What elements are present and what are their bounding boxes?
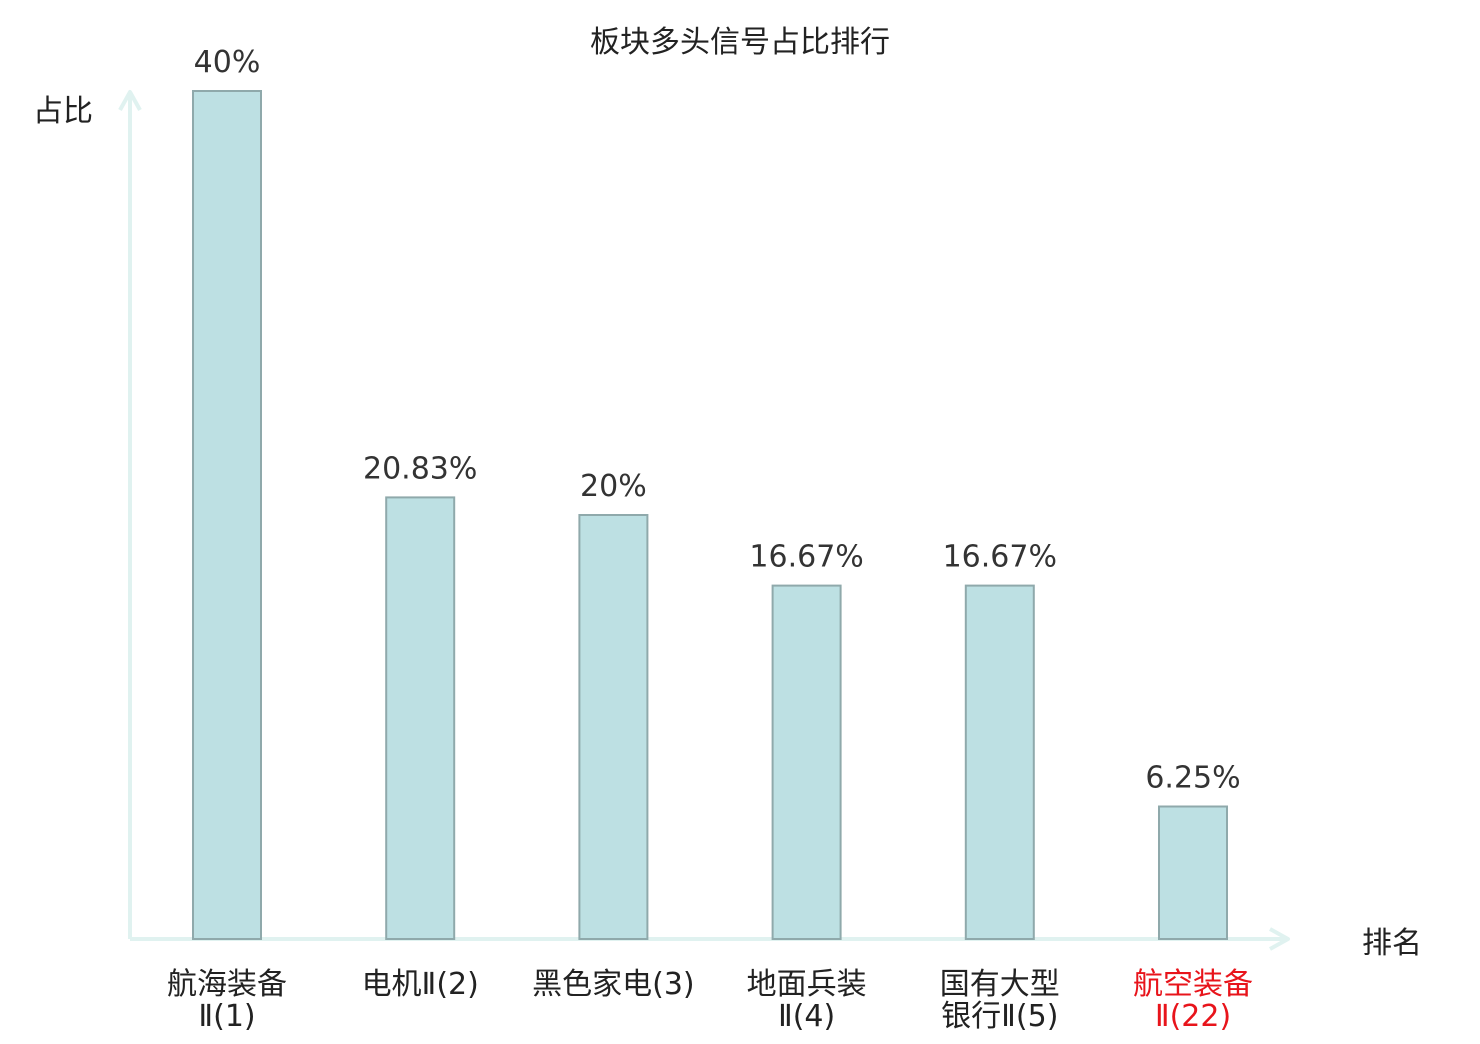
category-label-1-line-1: 航海装备 xyxy=(167,967,287,1002)
value-label-3: 20% xyxy=(580,469,647,504)
category-label-6-line-1: 航空装备 xyxy=(1133,967,1253,1002)
bar-6 xyxy=(1158,805,1228,940)
category-label-5-line-2: 银行Ⅱ(5) xyxy=(941,999,1058,1034)
y-axis-label: 占比 xyxy=(33,94,93,129)
category-label-3: 黑色家电(3) xyxy=(532,967,695,1002)
category-label-2: 电机Ⅱ(2) xyxy=(362,967,479,1002)
chart-title: 板块多头信号占比排行 xyxy=(590,25,890,60)
category-label-4-line-2: Ⅱ(4) xyxy=(778,999,835,1034)
bar-3 xyxy=(578,514,649,940)
category-label-5-line-1: 国有大型 xyxy=(940,967,1060,1002)
bars-group xyxy=(192,90,1228,940)
category-label-4-line-1: 地面兵装 xyxy=(747,967,867,1002)
axes xyxy=(118,90,1290,951)
value-labels-group: 40% 20.83% 20% 16.67% 16.67% 6.25% xyxy=(194,45,1241,796)
bar-2 xyxy=(385,496,456,940)
bar-1 xyxy=(192,90,262,940)
x-axis-label: 排名 xyxy=(1362,926,1422,961)
value-label-6: 6.25% xyxy=(1145,761,1240,796)
x-axis-arrow-icon xyxy=(1269,927,1290,951)
value-label-5: 16.67% xyxy=(943,540,1057,575)
category-label-1-line-2: Ⅱ(1) xyxy=(198,999,255,1034)
y-axis-arrow-icon xyxy=(118,90,142,111)
value-label-4: 16.67% xyxy=(749,540,863,575)
category-label-6-line-2: Ⅱ(22) xyxy=(1155,999,1231,1034)
value-label-1: 40% xyxy=(194,45,261,80)
value-label-2: 20.83% xyxy=(363,451,477,486)
bar-4 xyxy=(771,584,842,940)
bar-5 xyxy=(964,584,1035,940)
